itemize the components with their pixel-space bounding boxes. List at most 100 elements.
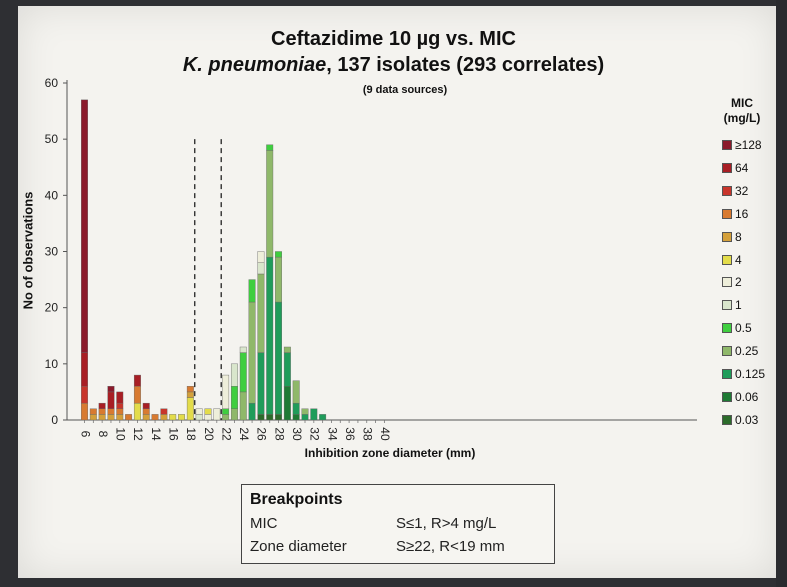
- bar-segment: [292, 402, 300, 415]
- bar-segment: [283, 352, 291, 387]
- x-tick-label: 26: [255, 427, 269, 441]
- x-tick-label: 32: [308, 427, 322, 441]
- bar-segment: [213, 408, 221, 421]
- legend-title-line1: MIC: [731, 96, 753, 110]
- bar-segment: [204, 408, 212, 415]
- bar-segment: [133, 374, 141, 387]
- bar-segment: [239, 352, 247, 393]
- bar-segment: [257, 352, 265, 415]
- legend-label: ≥128: [735, 138, 762, 152]
- bar-segment: [222, 414, 230, 421]
- legend-item: 32: [722, 184, 748, 198]
- breakpoint-value-mic: S≤1, R>4 mg/L: [396, 515, 497, 532]
- legend-label: 0.125: [735, 367, 766, 381]
- legend-item: ≥128: [722, 138, 762, 152]
- y-tick-label: 10: [45, 357, 59, 371]
- legend-label: 64: [735, 160, 749, 175]
- bar-segment: [292, 414, 300, 421]
- bar-segment: [230, 386, 238, 409]
- legend-item: 4: [722, 253, 742, 267]
- bar-segment: [301, 414, 309, 421]
- legend-label: 0.06: [735, 389, 759, 404]
- bar-segment: [283, 386, 291, 421]
- legend-item: 64: [722, 161, 748, 175]
- bar-segment: [283, 346, 291, 353]
- x-tick-label: 12: [131, 427, 145, 441]
- bar-segment: [222, 374, 230, 409]
- x-tick-label: 18: [184, 427, 198, 441]
- legend-item: 0.06: [722, 390, 758, 404]
- x-tick-label: 14: [149, 427, 163, 441]
- legend-item: 2: [722, 275, 742, 289]
- bar-segment: [98, 408, 106, 415]
- legend-swatch: [722, 414, 732, 425]
- bar-segment: [107, 408, 115, 415]
- bar-segment: [266, 414, 274, 421]
- legend-item: 16: [722, 207, 748, 221]
- bar-segment: [81, 402, 88, 421]
- chart-title-line2: K. pneumoniae, 137 isolates (293 correla…: [0, 54, 787, 77]
- y-tick-label: 0: [51, 413, 58, 427]
- x-tick-label: 40: [378, 427, 392, 441]
- bar-segment: [186, 391, 194, 398]
- bar-segment: [107, 414, 115, 421]
- bar-segment: [310, 408, 318, 421]
- legend-label: 16: [735, 206, 749, 221]
- x-tick-label: 30: [290, 427, 304, 441]
- legend-swatch: [722, 323, 732, 334]
- x-tick-label: 10: [114, 427, 128, 441]
- y-tick-label: 50: [45, 132, 59, 146]
- bar-segment: [257, 262, 265, 275]
- bar-segment: [301, 408, 309, 415]
- bar-segment: [81, 352, 88, 387]
- bar-segment: [169, 414, 177, 421]
- bar-segment: [195, 414, 203, 421]
- x-axis-label: Inhibition zone diameter (mm): [304, 446, 476, 460]
- legend-label: 0.5: [735, 321, 752, 336]
- bar-segment: [178, 414, 185, 421]
- bar-segment: [133, 402, 141, 421]
- bar-segment: [142, 408, 150, 415]
- legend-item: 1: [722, 298, 742, 312]
- x-tick-label: 28: [272, 427, 286, 441]
- species-name: K. pneumoniae: [182, 54, 327, 76]
- printed-slide: [18, 6, 778, 578]
- x-tick-label: 38: [361, 427, 375, 441]
- legend-swatch: [722, 300, 732, 311]
- legend-label: 32: [735, 183, 749, 198]
- legend-label: 0.25: [735, 344, 759, 359]
- bar-segment: [89, 408, 97, 415]
- bar-segment: [266, 150, 274, 258]
- x-tick-label: 22: [219, 427, 233, 441]
- bar-segment: [257, 273, 265, 353]
- legend-label: 0.03: [735, 412, 759, 427]
- bar-segment: [186, 386, 194, 393]
- bar-segment: [116, 408, 124, 415]
- bar-segment: [266, 256, 274, 415]
- bar-segment: [195, 408, 203, 415]
- bar-segment: [116, 414, 124, 421]
- bar-segment: [116, 402, 124, 409]
- breakpoints-box: Breakpoints MIC S≤1, R>4 mg/L Zone diame…: [241, 484, 555, 564]
- legend-swatch: [722, 254, 732, 265]
- bar-segment: [275, 251, 282, 258]
- bar-segment: [160, 414, 168, 421]
- bar-segment: [142, 402, 150, 409]
- legend-title-line2: (mg/L): [723, 111, 761, 125]
- bar-segment: [142, 414, 150, 421]
- bar-segment: [125, 414, 133, 421]
- bar-segment: [266, 144, 274, 151]
- bar-segment: [230, 408, 238, 421]
- bar-segment: [204, 414, 212, 421]
- bar-segment: [319, 414, 327, 421]
- breakpoints-title: Breakpoints: [250, 491, 343, 508]
- y-tick-label: 20: [45, 301, 59, 315]
- legend-label: 1: [735, 298, 742, 313]
- bar-segment: [239, 391, 247, 421]
- bar-segment: [98, 402, 106, 409]
- bar-segment: [98, 414, 106, 421]
- bar-segment: [257, 414, 265, 421]
- legend-label: 4: [735, 252, 742, 267]
